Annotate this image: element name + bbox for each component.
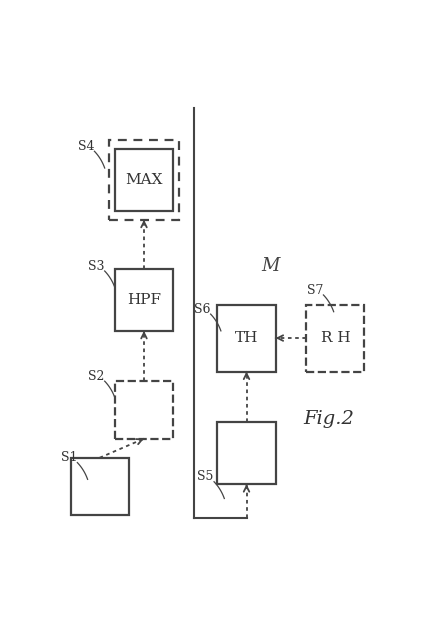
Bar [109,140,179,220]
Text: Fig.2: Fig.2 [303,411,354,429]
Bar [115,269,173,331]
Bar [71,458,129,515]
Text: TH: TH [235,331,258,345]
Text: S4: S4 [78,140,94,153]
Text: MAX: MAX [125,173,163,187]
Text: S1: S1 [60,452,77,464]
Text: R H: R H [321,331,350,345]
Text: S6: S6 [194,303,210,316]
Text: S3: S3 [88,260,105,272]
Text: S2: S2 [88,370,105,383]
Bar [115,381,173,439]
Bar [115,149,173,211]
Text: M: M [261,258,280,275]
Text: S7: S7 [306,284,323,297]
Bar [217,305,276,371]
Bar [217,422,276,484]
Text: S5: S5 [197,470,214,483]
Text: HPF: HPF [127,293,161,307]
Bar [306,305,364,371]
